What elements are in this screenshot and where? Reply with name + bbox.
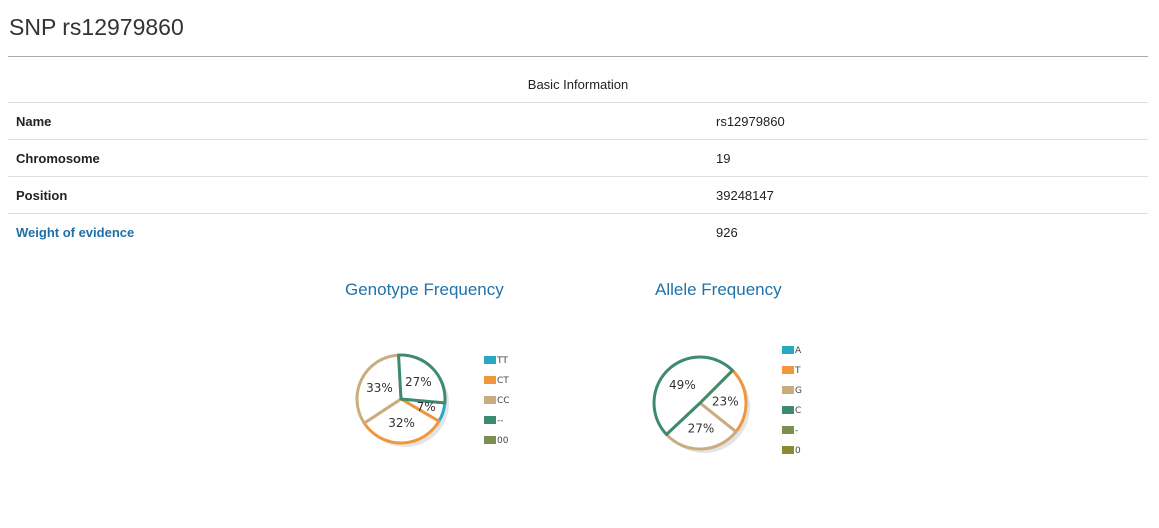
legend-swatch [782, 386, 794, 394]
legend-swatch [782, 406, 794, 414]
legend-label: A [795, 346, 802, 356]
slice-label: 23% [712, 395, 739, 409]
table-row: Weight of evidence 926 [8, 214, 1148, 251]
legend-item: 0 [782, 446, 801, 458]
row-value-name: rs12979860 [708, 102, 1148, 140]
legend-swatch [782, 426, 794, 434]
row-value-chromosome: 19 [708, 139, 1148, 177]
slice-label: 49% [669, 378, 696, 392]
legend-label: TT [497, 356, 508, 366]
legend-swatch [484, 416, 496, 424]
slice-label: 27% [405, 375, 432, 389]
legend-item: C [782, 406, 801, 418]
table-row: Chromosome 19 [8, 139, 1148, 177]
legend-item: 00 [484, 436, 508, 448]
row-key-position: Position [8, 176, 708, 214]
pie-slice-CC [355, 353, 403, 425]
legend-swatch [782, 346, 794, 354]
table-row: Position 39248147 [8, 176, 1148, 214]
table-header: Basic Information [8, 66, 1148, 103]
basic-info-table: Basic Information Name rs12979860 Chromo… [8, 66, 1148, 250]
genotype-pie-chart: 7%32% 33% 27% [355, 353, 449, 447]
legend-label: T [795, 366, 801, 376]
legend-label: 00 [497, 436, 509, 446]
legend-item: TT [484, 356, 508, 368]
genotype-chart-title: Genotype Frequency [345, 280, 504, 299]
table-row: Name rs12979860 [8, 102, 1148, 140]
genotype-legend: TT CT CC -- 00 [484, 356, 534, 456]
row-value-position: 39248147 [708, 176, 1148, 214]
legend-item: G [782, 386, 802, 398]
pie-slice-C [652, 355, 735, 436]
legend-label: -- [497, 416, 504, 426]
allele-chart-title: Allele Frequency [655, 280, 782, 299]
legend-swatch [782, 446, 794, 454]
legend-item: - [782, 426, 798, 438]
legend-label: C [795, 406, 802, 416]
row-value-weight: 926 [716, 224, 738, 240]
legend-swatch [484, 376, 496, 384]
legend-item: A [782, 346, 801, 358]
pie-slice-CT [362, 397, 441, 445]
legend-label: - [795, 426, 799, 436]
legend-label: G [795, 386, 802, 396]
slice-label: 33% [366, 381, 393, 395]
legend-swatch [484, 396, 496, 404]
legend-label: CT [497, 376, 509, 386]
legend-label: 0 [795, 446, 801, 456]
page-title: SNP rs12979860 [9, 14, 184, 40]
pie-slice- [397, 353, 447, 405]
legend-item: -- [484, 416, 504, 428]
row-key-chromosome: Chromosome [8, 139, 708, 177]
legend-item: CT [484, 376, 509, 388]
pie-slice-T [698, 368, 748, 434]
slice-label: 32% [388, 416, 415, 430]
row-key-name: Name [8, 102, 708, 140]
allele-pie-chart: 23% 27% 49% [652, 355, 750, 453]
legend-swatch [484, 356, 496, 364]
title-divider [8, 56, 1148, 57]
pie-slice-G [664, 401, 738, 451]
legend-swatch [782, 366, 794, 374]
legend-label: CC [497, 396, 510, 406]
table-header-row: Basic Information [8, 66, 1148, 103]
slice-label: 27% [688, 421, 715, 435]
legend-swatch [484, 436, 496, 444]
slice-label: 7% [417, 400, 436, 414]
legend-item: T [782, 366, 801, 378]
weight-of-evidence-link[interactable]: Weight of evidence [16, 224, 135, 240]
legend-item: CC [484, 396, 510, 408]
